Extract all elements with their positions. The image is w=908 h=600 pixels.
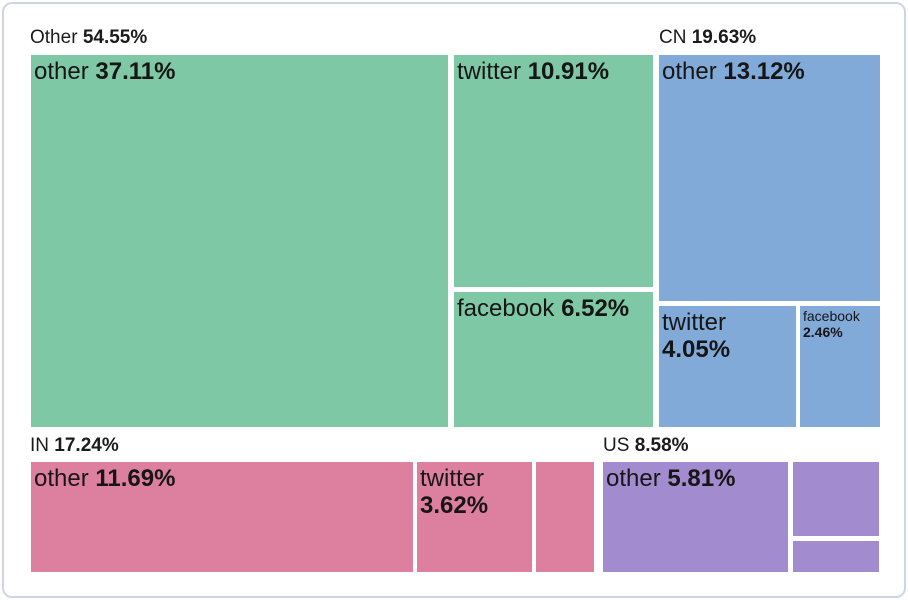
treemap-cell-other-facebook[interactable]: facebook 6.52% xyxy=(454,292,653,427)
cell-name: facebook xyxy=(457,295,555,322)
treemap-cell-in-unlabeled-2[interactable] xyxy=(536,462,594,572)
group-name: US xyxy=(603,435,630,456)
treemap-group-label-in: IN 17.24% xyxy=(30,435,119,457)
cell-value: 5.81% xyxy=(667,465,736,492)
treemap-cell-other-twitter[interactable]: twitter 10.91% xyxy=(454,55,653,287)
cell-value: 3.62% xyxy=(420,492,489,520)
treemap-group-label-us: US 8.58% xyxy=(603,435,689,457)
cell-name: facebook xyxy=(803,308,860,324)
treemap-cell-cn-facebook[interactable]: facebook 2.46% xyxy=(800,306,880,427)
treemap-cell-in-twitter[interactable]: twitter 3.62% xyxy=(417,462,532,572)
cell-name: twitter xyxy=(457,58,522,85)
group-name: IN xyxy=(30,435,49,456)
group-value: 19.63% xyxy=(691,27,757,48)
cell-value: 10.91% xyxy=(527,58,610,85)
cell-value: 37.11% xyxy=(95,58,176,85)
cell-value: 13.12% xyxy=(723,58,805,85)
group-value: 17.24% xyxy=(54,435,119,456)
group-value: 8.58% xyxy=(634,435,689,456)
treemap-cell-other-other[interactable]: other 37.11% xyxy=(31,55,448,427)
cell-name: other xyxy=(34,58,89,85)
cell-name: other xyxy=(606,465,661,492)
cell-value: 6.52% xyxy=(561,295,630,322)
cell-value: 11.69% xyxy=(95,465,176,492)
treemap-cell-cn-other[interactable]: other 13.12% xyxy=(659,55,880,301)
treemap-cell-us-unlabeled-1[interactable] xyxy=(793,462,879,536)
cell-name: twitter xyxy=(662,309,727,336)
cell-value: 4.05% xyxy=(662,336,731,364)
treemap-group-label-cn: CN 19.63% xyxy=(659,27,756,49)
group-name: Other xyxy=(30,27,78,48)
treemap-group-label-other: Other 54.55% xyxy=(30,27,147,49)
treemap-cell-us-unlabeled-2[interactable] xyxy=(793,541,879,572)
cell-value: 2.46% xyxy=(803,323,843,340)
treemap-cell-in-other[interactable]: other 11.69% xyxy=(31,462,413,572)
group-name: CN xyxy=(659,27,687,48)
cell-name: twitter xyxy=(420,465,485,492)
group-value: 54.55% xyxy=(82,27,148,48)
treemap-cell-cn-twitter[interactable]: twitter 4.05% xyxy=(659,306,796,427)
cell-name: other xyxy=(34,465,89,492)
cell-name: other xyxy=(662,58,717,85)
treemap-cell-us-other[interactable]: other 5.81% xyxy=(603,462,788,572)
